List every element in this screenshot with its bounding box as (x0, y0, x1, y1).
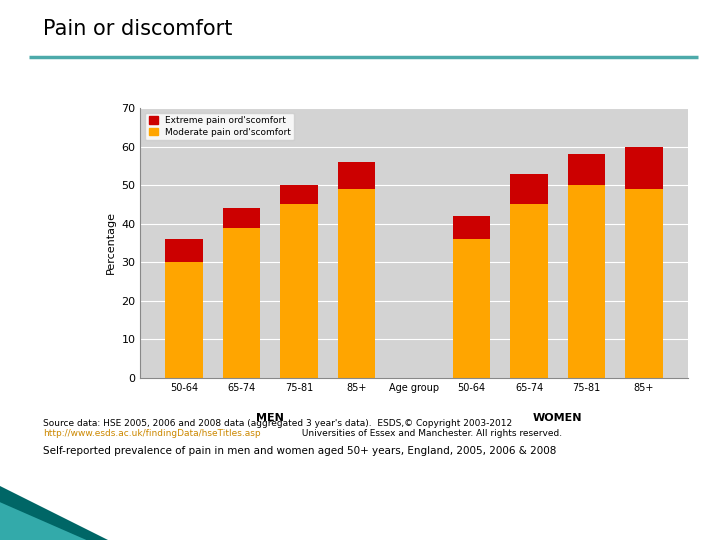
Bar (338, 189, 375, 378)
Bar (626, 189, 662, 378)
Bar (453, 216, 490, 239)
Bar (280, 185, 318, 205)
Bar (222, 208, 260, 227)
Bar (166, 262, 202, 378)
Bar (510, 205, 548, 378)
Text: MEN: MEN (256, 413, 284, 423)
Bar (222, 227, 260, 378)
Text: Pain or discomfort: Pain or discomfort (43, 19, 233, 39)
Bar (568, 154, 606, 185)
Legend: Extreme pain ord'scomfort, Moderate pain ord'scomfort: Extreme pain ord'scomfort, Moderate pain… (145, 112, 294, 140)
Text: http://www.esds.ac.uk/findingData/hseTitles.asp: http://www.esds.ac.uk/findingData/hseTit… (43, 429, 261, 438)
Text: Source data: HSE 2005, 2006 and 2008 data (aggregated 3 year's data).  ESDS,© Co: Source data: HSE 2005, 2006 and 2008 dat… (43, 418, 513, 428)
Bar (568, 185, 606, 378)
Bar (166, 239, 202, 262)
Bar (453, 239, 490, 378)
Text: Self-reported prevalence of pain in men and women aged 50+ years, England, 2005,: Self-reported prevalence of pain in men … (43, 446, 557, 456)
Bar (626, 146, 662, 189)
Text: Universities of Essex and Manchester. All rights reserved.: Universities of Essex and Manchester. Al… (299, 429, 562, 438)
Bar (510, 173, 548, 205)
Text: WOMEN: WOMEN (533, 413, 582, 423)
Y-axis label: Percentage: Percentage (106, 212, 116, 274)
Bar (338, 162, 375, 189)
Bar (280, 205, 318, 378)
